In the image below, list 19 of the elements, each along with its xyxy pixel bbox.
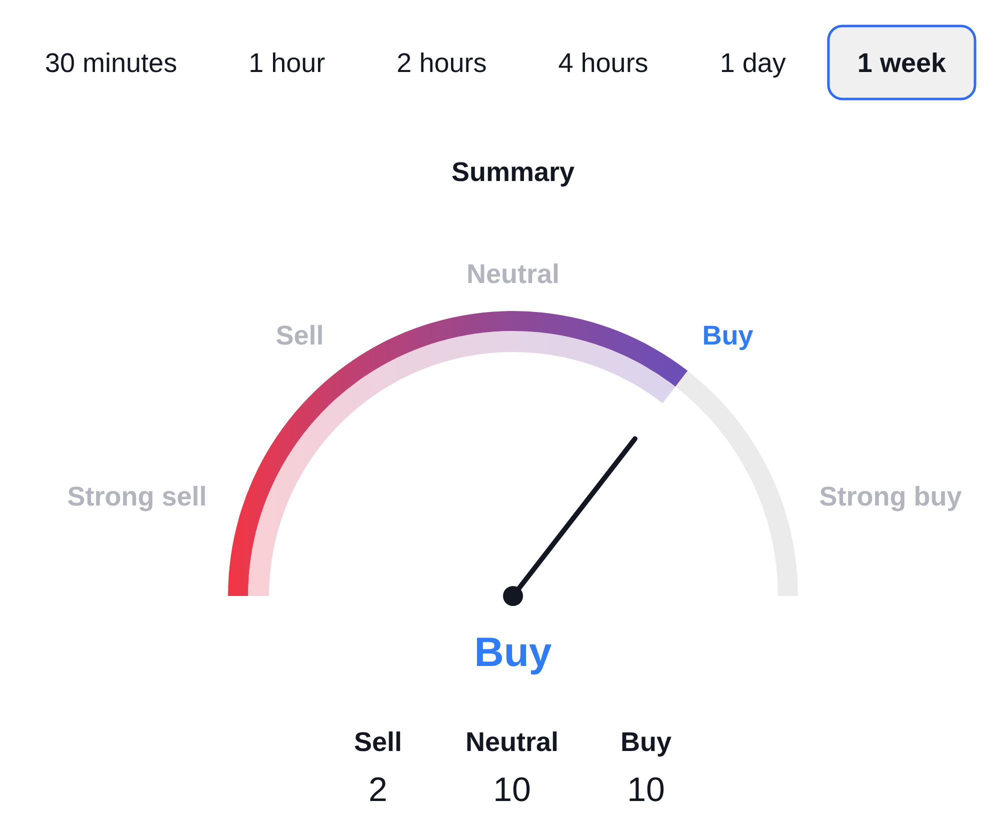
- category-label: 1 day: [720, 48, 786, 78]
- category-label: 2 hours: [396, 48, 487, 78]
- data-label: 2: [368, 771, 388, 809]
- category-label: Buy: [620, 727, 672, 757]
- category-label: Sell: [354, 727, 402, 757]
- data-label: 10: [493, 771, 531, 809]
- category-label: 30 minutes: [45, 48, 178, 78]
- chart-title: Summary: [451, 157, 575, 187]
- text: Strong sell: [67, 481, 207, 512]
- text: Buy: [702, 320, 754, 350]
- text: Strong buy: [819, 481, 962, 512]
- category-label: 1 hour: [248, 48, 326, 78]
- data-label: 10: [627, 771, 665, 809]
- category-label: 1 week: [857, 48, 947, 78]
- text: Sell: [276, 320, 324, 350]
- category-label: 4 hours: [558, 48, 648, 78]
- text: Neutral: [466, 259, 560, 289]
- category-label: Neutral: [465, 727, 559, 757]
- text: Buy: [474, 629, 552, 675]
